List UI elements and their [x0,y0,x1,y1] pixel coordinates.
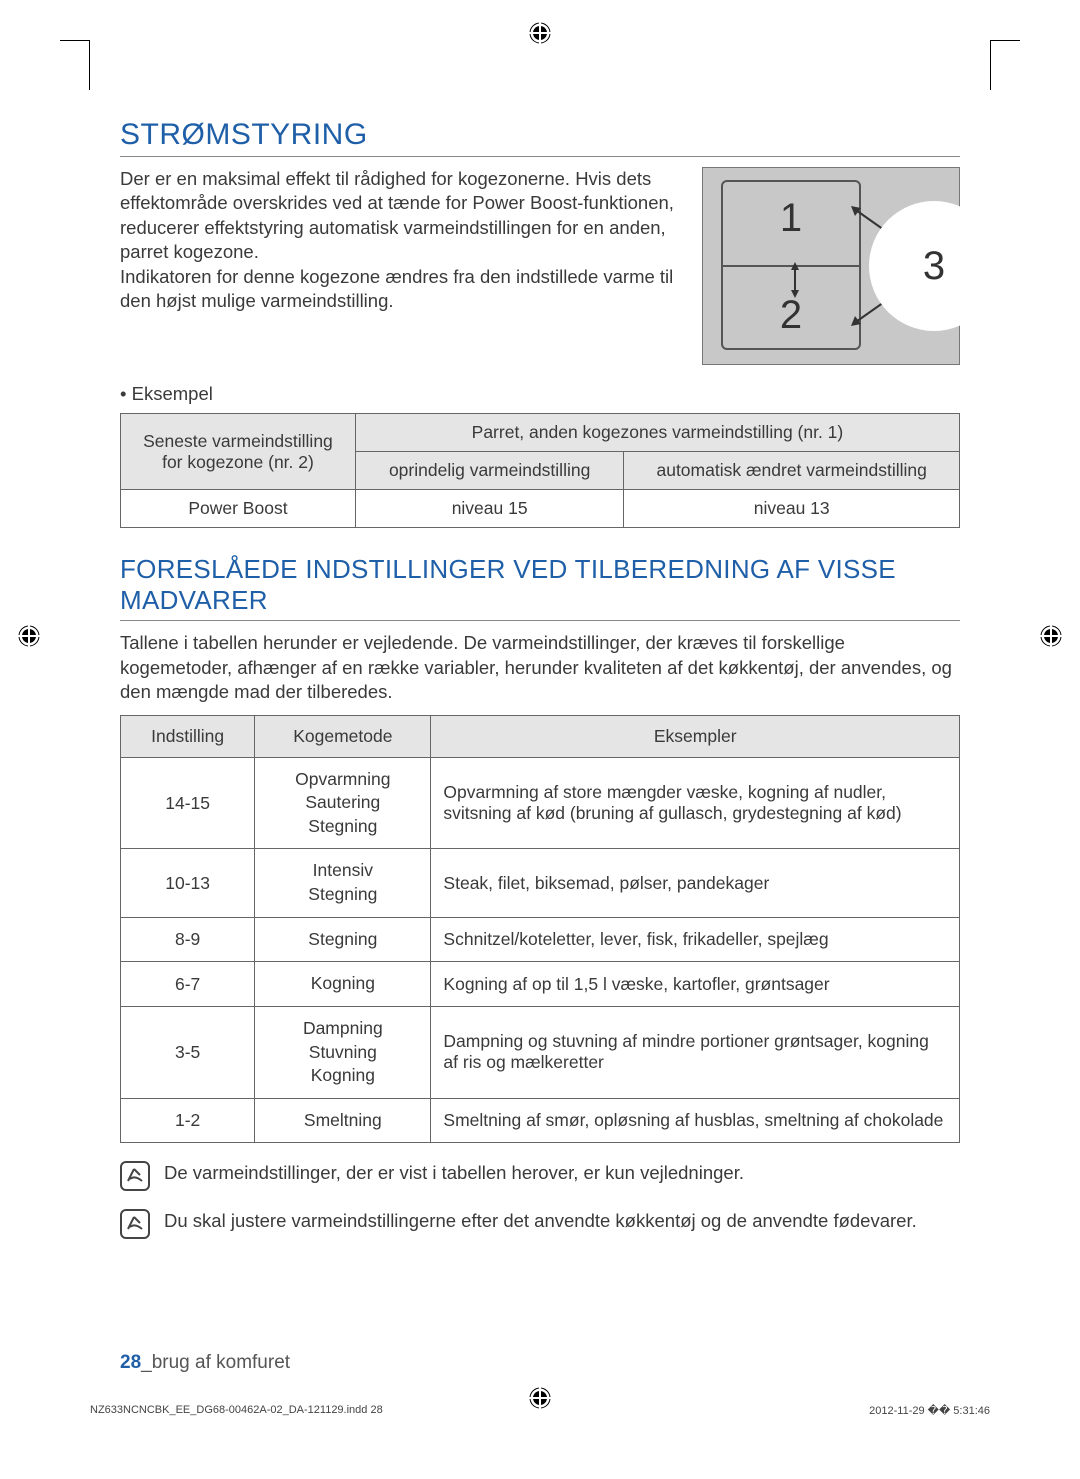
register-mark-icon [529,22,551,44]
t2-h3: Eksempler [431,715,960,757]
table-cell: Steak, filet, biksemad, pølser, pandekag… [431,849,960,917]
page-footer: 28_brug af komfuret [120,1352,290,1374]
t1-r1a: Power Boost [121,490,356,528]
t1-colB1: oprindelig varmeindstilling [355,452,623,490]
t2-h2: Kogemetode [255,715,431,757]
table-cell: Stegning [255,917,431,962]
print-time: 2012-11-29 �� 5:31:46 [869,1404,990,1417]
note-1-text: De varmeindstillinger, der er vist i tab… [164,1161,744,1185]
print-file: NZ633NCNCBK_EE_DG68-00462A-02_DA-121129.… [90,1404,383,1417]
power-table: Seneste varmeindstilling for kogezone (n… [120,413,960,528]
table-cell: Intensiv Stegning [255,849,431,917]
table-cell: 14-15 [121,757,255,849]
zone-diagram: 1 2 3 [702,167,960,365]
updown-arrow-icon [789,262,801,298]
zone-1-label: 1 [723,196,859,241]
intro-text: Der er en maksimal effekt til rådighed f… [120,167,682,365]
register-mark-icon [18,625,40,647]
heading-settings: FORESLÅEDE INDSTILLINGER VED TILBEREDNIN… [120,554,960,621]
table-cell: Kogning af op til 1,5 l væske, kartofler… [431,962,960,1007]
table-cell: Opvarmning af store mængder væske, kogni… [431,757,960,849]
settings-intro: Tallene i tabellen herunder er vejledend… [120,631,960,704]
table-cell: Smeltning [255,1098,431,1143]
t1-colB2: automatisk ændret varmeindstilling [624,452,960,490]
table-cell: Smeltning af smør, opløsning af husblas,… [431,1098,960,1143]
table-cell: Opvarmning Sautering Stegning [255,757,431,849]
t1-colB-span: Parret, anden kogezones varmeindstilling… [355,414,959,452]
t2-h1: Indstilling [121,715,255,757]
note-2-text: Du skal justere varmeindstillingerne eft… [164,1209,917,1233]
table-cell: 6-7 [121,962,255,1007]
note-icon [120,1209,150,1239]
table-cell: 1-2 [121,1098,255,1143]
t1-r1b: niveau 15 [355,490,623,528]
table-cell: 10-13 [121,849,255,917]
table-cell: Dampning og stuvning af mindre portioner… [431,1006,960,1098]
table-cell: Kogning [255,962,431,1007]
t1-r1c: niveau 13 [624,490,960,528]
heading-power: STRØMSTYRING [120,118,960,157]
zone-2-label: 2 [723,293,859,338]
note-icon [120,1161,150,1191]
settings-table: Indstilling Kogemetode Eksempler 14-15Op… [120,715,960,1144]
example-bullet: Eksempel [120,383,960,405]
table-cell: Dampning Stuvning Kogning [255,1006,431,1098]
print-footer: NZ633NCNCBK_EE_DG68-00462A-02_DA-121129.… [90,1404,990,1417]
register-mark-icon [1040,625,1062,647]
table-cell: 8-9 [121,917,255,962]
zone-3-label: 3 [869,201,999,331]
t1-colA: Seneste varmeindstilling for kogezone (n… [121,414,356,490]
table-cell: Schnitzel/koteletter, lever, fisk, frika… [431,917,960,962]
table-cell: 3-5 [121,1006,255,1098]
